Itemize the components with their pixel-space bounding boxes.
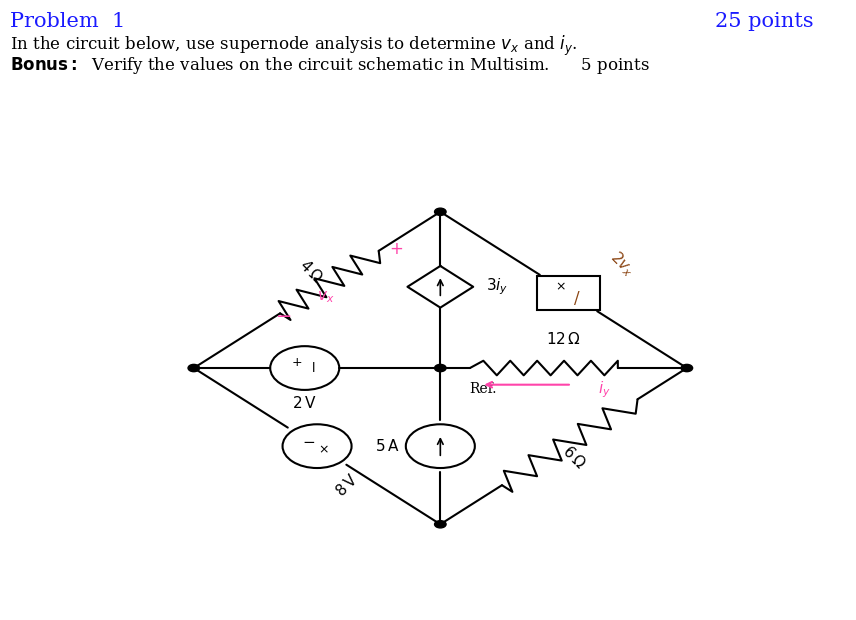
Text: $+$: $+$: [389, 241, 403, 259]
Text: $12\,\Omega$: $12\,\Omega$: [546, 331, 581, 347]
Text: $i_y$: $i_y$: [598, 379, 611, 400]
Text: Problem  1: Problem 1: [10, 12, 126, 32]
Text: Ref.: Ref.: [469, 382, 496, 396]
Text: /: /: [574, 290, 580, 307]
Text: $5\,\mathrm{A}$: $5\,\mathrm{A}$: [375, 438, 399, 454]
Circle shape: [188, 365, 199, 371]
Text: In the circuit below, use supernode analysis to determine $v_x$ and $i_y$.: In the circuit below, use supernode anal…: [10, 34, 578, 58]
Text: 25 points: 25 points: [715, 12, 813, 32]
Text: $\times$: $\times$: [318, 444, 329, 457]
Text: $\mathsf{l}$: $\mathsf{l}$: [311, 361, 315, 375]
Text: $3i_y$: $3i_y$: [485, 277, 508, 297]
Bar: [538, 277, 600, 310]
Text: $6\,\Omega$: $6\,\Omega$: [560, 442, 589, 471]
Text: $v_x$: $v_x$: [318, 290, 335, 305]
Text: $-$: $-$: [302, 434, 315, 448]
Text: $2v_x$: $2v_x$: [606, 248, 638, 281]
Circle shape: [681, 365, 693, 371]
Text: $2\,\mathrm{V}$: $2\,\mathrm{V}$: [293, 395, 317, 411]
Text: $+$: $+$: [291, 356, 302, 370]
Circle shape: [435, 208, 446, 215]
Text: $8\,\mathrm{V}$: $8\,\mathrm{V}$: [332, 471, 361, 500]
Text: $-$: $-$: [276, 306, 292, 324]
Text: $4\,\Omega$: $4\,\Omega$: [297, 257, 326, 286]
Text: $\mathbf{Bonus:}$  Verify the values on the circuit schematic in Multisim.      : $\mathbf{Bonus:}$ Verify the values on t…: [10, 55, 650, 76]
Text: $\times$: $\times$: [555, 280, 566, 293]
Circle shape: [435, 365, 446, 371]
Circle shape: [435, 521, 446, 528]
